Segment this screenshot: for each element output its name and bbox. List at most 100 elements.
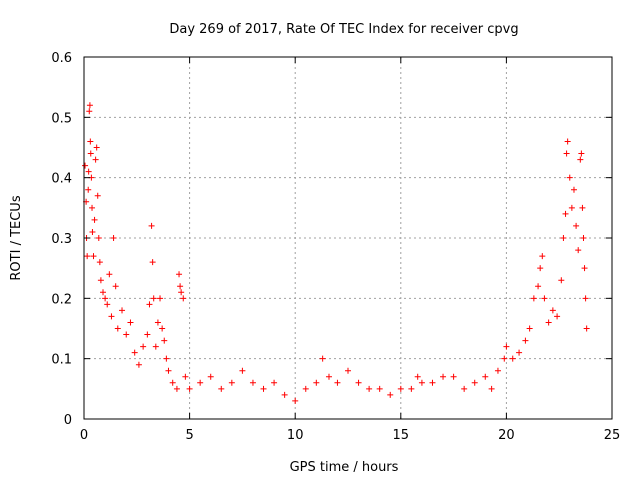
- data-point: [461, 385, 468, 392]
- data-point: [583, 325, 590, 332]
- data-point: [85, 186, 92, 193]
- data-point: [537, 265, 544, 272]
- data-point: [95, 235, 102, 241]
- data-point: [249, 379, 256, 386]
- data-point: [397, 385, 404, 392]
- y-tick-label: 0.1: [51, 353, 72, 368]
- data-point: [376, 385, 383, 392]
- y-tick-label: 0: [64, 413, 72, 428]
- data-point: [165, 367, 172, 374]
- x-tick-label: 15: [393, 428, 410, 443]
- data-point: [563, 150, 570, 157]
- data-point: [418, 379, 425, 386]
- data-point: [526, 325, 533, 332]
- data-point: [345, 367, 351, 374]
- data-point: [182, 373, 189, 380]
- data-point: [450, 373, 457, 380]
- data-point: [86, 108, 93, 115]
- x-tick-label: 25: [604, 428, 621, 443]
- data-point: [186, 385, 193, 392]
- data-point: [112, 283, 119, 290]
- data-point: [96, 259, 103, 266]
- data-point: [558, 277, 565, 284]
- data-point: [149, 259, 156, 266]
- data-point: [92, 156, 99, 163]
- data-point: [560, 235, 567, 241]
- data-point: [366, 385, 373, 392]
- data-point: [97, 277, 104, 284]
- x-tick-label: 5: [185, 428, 193, 443]
- data-point: [581, 265, 588, 272]
- data-point: [577, 156, 584, 163]
- y-tick-label: 0.3: [51, 232, 72, 247]
- x-tick-label: 0: [80, 428, 88, 443]
- data-point: [302, 385, 309, 392]
- data-point: [87, 138, 94, 145]
- data-point: [562, 210, 569, 217]
- data-point: [86, 102, 93, 109]
- data-point: [554, 313, 561, 320]
- data-point: [501, 355, 508, 362]
- data-point: [228, 379, 235, 386]
- data-point: [106, 271, 113, 278]
- data-point: [545, 319, 552, 326]
- data-point: [539, 253, 546, 260]
- data-point: [91, 216, 98, 223]
- data-point: [119, 307, 126, 314]
- data-point: [127, 319, 134, 326]
- data-point: [541, 295, 548, 302]
- data-point: [176, 271, 183, 278]
- data-point: [85, 168, 92, 175]
- data-point: [568, 204, 575, 211]
- x-axis-label: GPS time / hours: [290, 460, 399, 475]
- data-point: [123, 331, 130, 338]
- data-point: [488, 385, 495, 392]
- data-point: [144, 331, 151, 338]
- data-point: [177, 283, 184, 290]
- data-point: [578, 150, 585, 157]
- data-point: [271, 379, 278, 386]
- data-point: [530, 295, 537, 302]
- data-point: [89, 204, 96, 211]
- y-tick-label: 0.6: [51, 51, 72, 66]
- data-point: [414, 373, 421, 380]
- data-point: [573, 222, 580, 229]
- data-point: [509, 355, 516, 362]
- chart-title: Day 269 of 2017, Rate Of TEC Index for r…: [169, 22, 518, 37]
- data-point: [408, 385, 415, 392]
- data-point: [173, 385, 180, 392]
- data-point: [313, 379, 320, 386]
- y-tick-label: 0.5: [51, 111, 72, 126]
- data-point: [102, 295, 109, 302]
- data-point: [440, 373, 447, 380]
- data-point: [471, 379, 478, 386]
- data-point: [104, 301, 111, 308]
- ticks: 0 5 10 15 20 25 0 0.1 0.2 0.3 0.4 0.5 0.6: [51, 51, 620, 443]
- data-point: [157, 295, 164, 302]
- data-point: [570, 186, 577, 193]
- data-point: [150, 295, 157, 302]
- data-point: [549, 307, 556, 314]
- data-point: [207, 373, 214, 380]
- data-point: [535, 283, 542, 290]
- data-point: [140, 343, 147, 350]
- data-point: [334, 379, 341, 386]
- data-point: [319, 355, 326, 362]
- data-point: [260, 385, 267, 392]
- data-point: [516, 349, 523, 356]
- data-point: [580, 235, 587, 241]
- data-point: [575, 247, 582, 254]
- data-point: [94, 192, 101, 199]
- data-point: [522, 337, 529, 344]
- data-point: [239, 367, 246, 374]
- data-point: [110, 235, 117, 241]
- data-point: [131, 349, 138, 356]
- data-point: [146, 301, 153, 308]
- data-point: [178, 289, 185, 296]
- data-point: [292, 397, 299, 404]
- data-point: [135, 361, 142, 368]
- data-point: [564, 138, 571, 145]
- data-point: [582, 295, 589, 302]
- data-point: [90, 253, 97, 260]
